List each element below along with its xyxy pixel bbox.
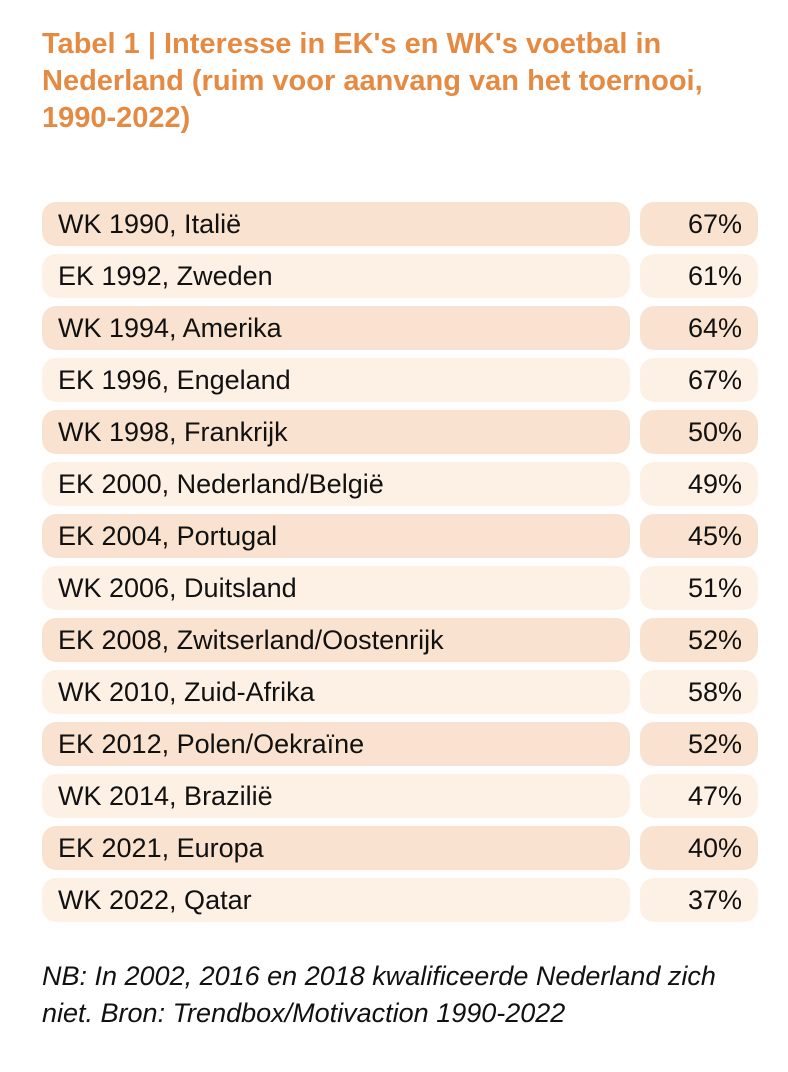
table-row: WK 1990, Italië 67% (42, 202, 758, 246)
interest-value: 64% (640, 306, 758, 350)
interest-value: 50% (640, 410, 758, 454)
interest-value: 61% (640, 254, 758, 298)
interest-value: 67% (640, 202, 758, 246)
interest-value: 40% (640, 826, 758, 870)
interest-value: 58% (640, 670, 758, 714)
interest-value: 52% (640, 722, 758, 766)
table-row: EK 2004, Portugal 45% (42, 514, 758, 558)
tournament-label: WK 1990, Italië (42, 202, 630, 246)
table-row: WK 1998, Frankrijk 50% (42, 410, 758, 454)
table-row: WK 2006, Duitsland 51% (42, 566, 758, 610)
table-row: WK 2010, Zuid-Afrika 58% (42, 670, 758, 714)
tournament-label: WK 2006, Duitsland (42, 566, 630, 610)
table-title: Tabel 1 | Interesse in EK's en WK's voet… (42, 28, 703, 134)
interest-value: 52% (640, 618, 758, 662)
tournament-label: EK 2008, Zwitserland/Oostenrijk (42, 618, 630, 662)
interest-table: WK 1990, Italië 67% EK 1992, Zweden 61% … (42, 202, 758, 930)
interest-value: 45% (640, 514, 758, 558)
table-row: EK 2000, Nederland/België 49% (42, 462, 758, 506)
table-row: EK 2021, Europa 40% (42, 826, 758, 870)
table-row: EK 2008, Zwitserland/Oostenrijk 52% (42, 618, 758, 662)
tournament-label: EK 2000, Nederland/België (42, 462, 630, 506)
table-row: WK 2022, Qatar 37% (42, 878, 758, 922)
source-note: NB: In 2002, 2016 en 2018 kwalificeerde … (42, 961, 716, 1028)
interest-value: 47% (640, 774, 758, 818)
interest-value: 51% (640, 566, 758, 610)
table-row: EK 1992, Zweden 61% (42, 254, 758, 298)
interest-value: 37% (640, 878, 758, 922)
tournament-label: WK 2014, Brazilië (42, 774, 630, 818)
table-row: EK 1996, Engeland 67% (42, 358, 758, 402)
interest-value: 49% (640, 462, 758, 506)
tournament-label: EK 2012, Polen/Oekraïne (42, 722, 630, 766)
tournament-label: WK 1994, Amerika (42, 306, 630, 350)
tournament-label: EK 2021, Europa (42, 826, 630, 870)
tournament-label: WK 1998, Frankrijk (42, 410, 630, 454)
tournament-label: EK 1992, Zweden (42, 254, 630, 298)
tournament-label: EK 2004, Portugal (42, 514, 630, 558)
table-row: WK 2014, Brazilië 47% (42, 774, 758, 818)
tournament-label: WK 2022, Qatar (42, 878, 630, 922)
table-row: WK 1994, Amerika 64% (42, 306, 758, 350)
interest-value: 67% (640, 358, 758, 402)
tournament-label: WK 2010, Zuid-Afrika (42, 670, 630, 714)
tournament-label: EK 1996, Engeland (42, 358, 630, 402)
table-row: EK 2012, Polen/Oekraïne 52% (42, 722, 758, 766)
